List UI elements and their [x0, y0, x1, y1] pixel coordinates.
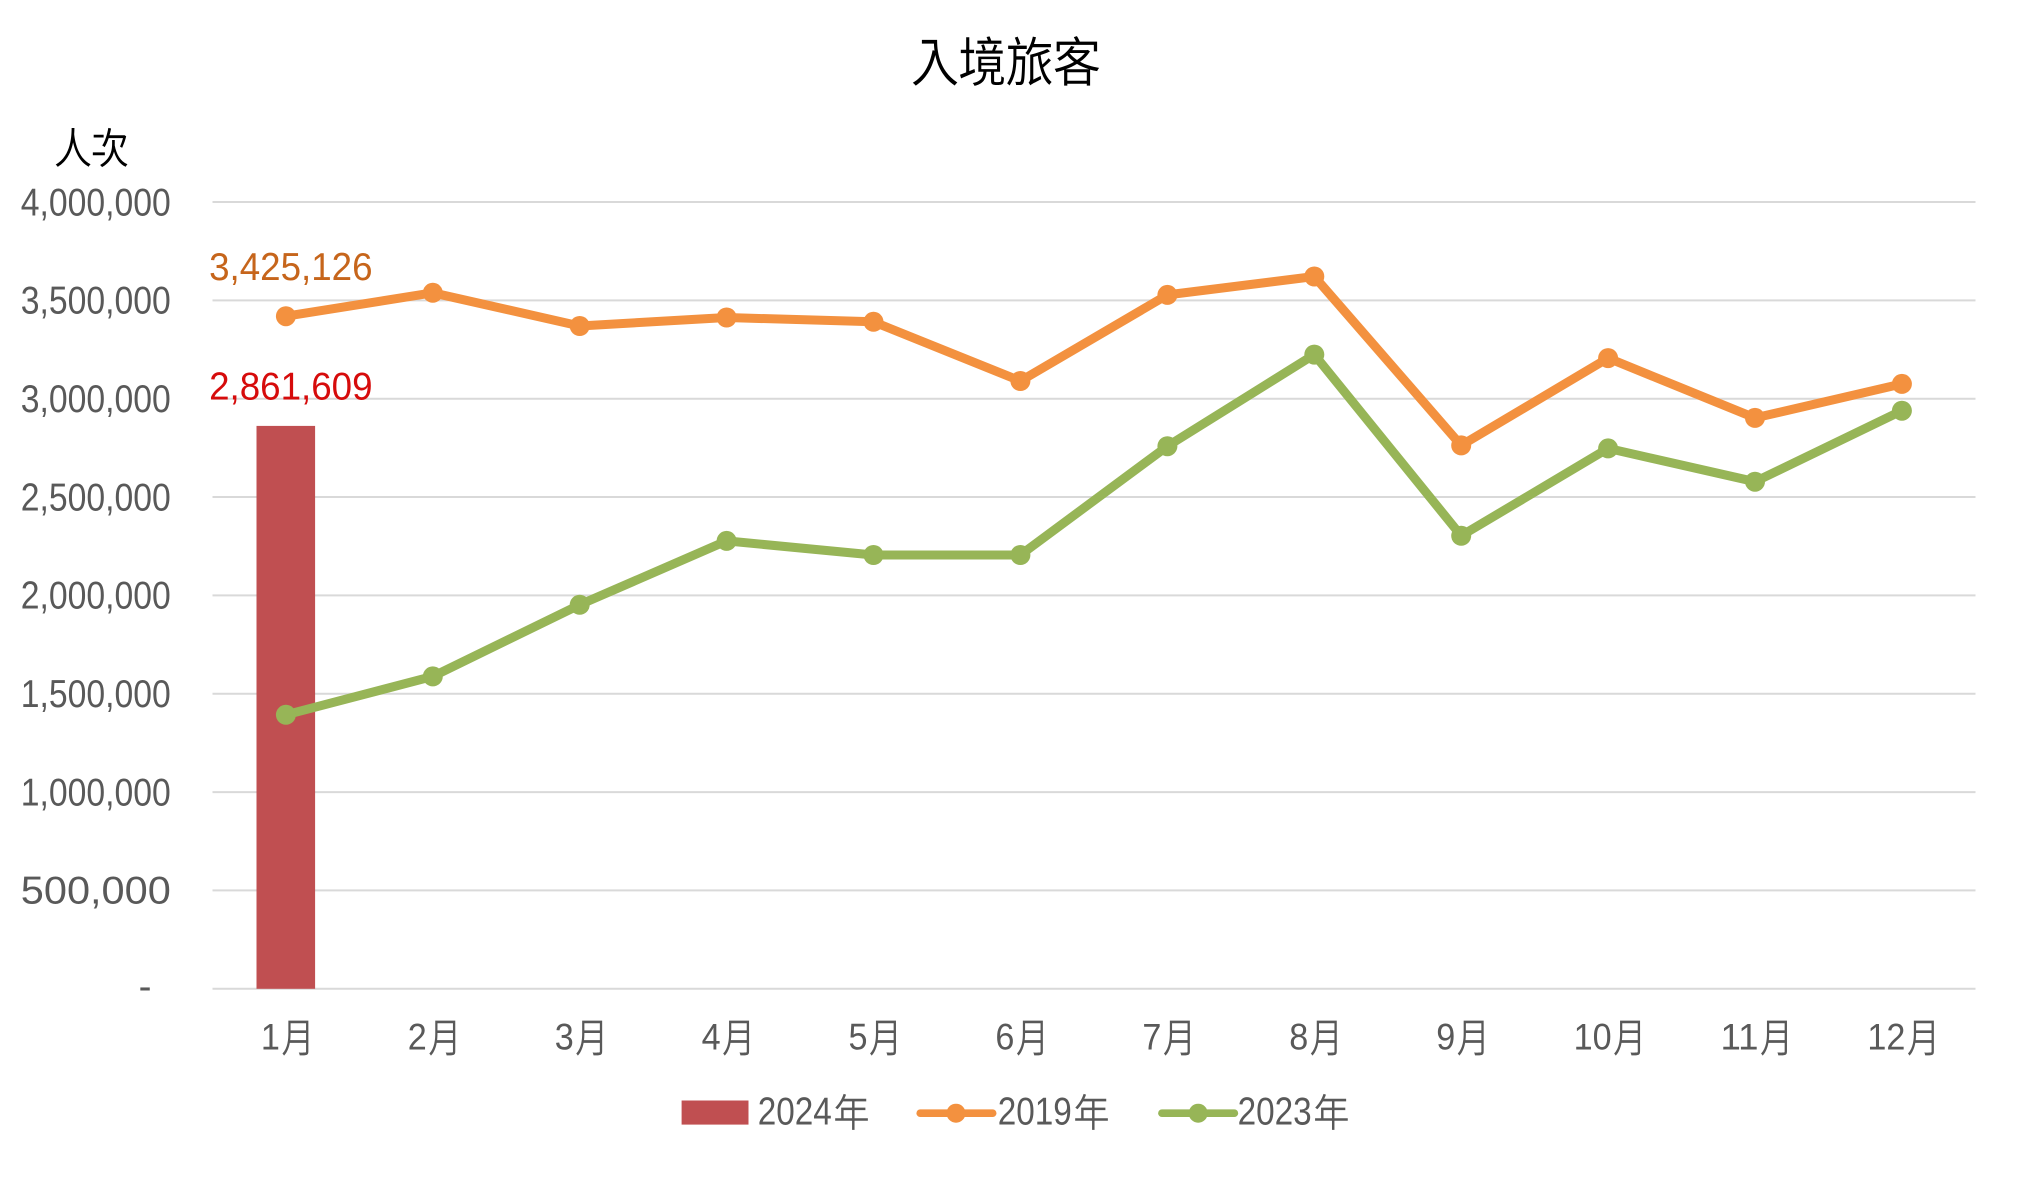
svg-text:3,425,126: 3,425,126 [209, 246, 372, 289]
svg-text:3: 3 [555, 1017, 574, 1058]
svg-text:1,500,000: 1,500,000 [21, 673, 171, 716]
svg-text:2,861,609: 2,861,609 [209, 366, 372, 409]
svg-text:8: 8 [1289, 1017, 1308, 1058]
svg-text:1,000,000: 1,000,000 [21, 771, 171, 814]
svg-text:12: 12 [1867, 1017, 1905, 1058]
svg-text:2019: 2019 [998, 1090, 1072, 1133]
svg-text:11: 11 [1721, 1017, 1759, 1058]
svg-text:9: 9 [1436, 1017, 1455, 1058]
svg-text:1: 1 [261, 1017, 280, 1058]
svg-text:2023: 2023 [1238, 1090, 1312, 1133]
svg-text:4,000,000: 4,000,000 [21, 181, 171, 224]
svg-text:3,000,000: 3,000,000 [21, 378, 171, 421]
svg-text:500,000: 500,000 [21, 870, 171, 913]
svg-text:6: 6 [995, 1017, 1014, 1058]
svg-text:2,500,000: 2,500,000 [21, 476, 171, 519]
svg-text:5: 5 [849, 1017, 868, 1058]
svg-text:-: - [139, 965, 152, 1008]
svg-text:2: 2 [408, 1017, 427, 1058]
svg-text:2024: 2024 [758, 1090, 832, 1133]
svg-text:10: 10 [1574, 1017, 1612, 1058]
svg-text:2,000,000: 2,000,000 [21, 575, 171, 618]
svg-text:3,500,000: 3,500,000 [21, 280, 171, 323]
svg-text:4: 4 [702, 1017, 721, 1058]
svg-text:7: 7 [1142, 1017, 1161, 1058]
